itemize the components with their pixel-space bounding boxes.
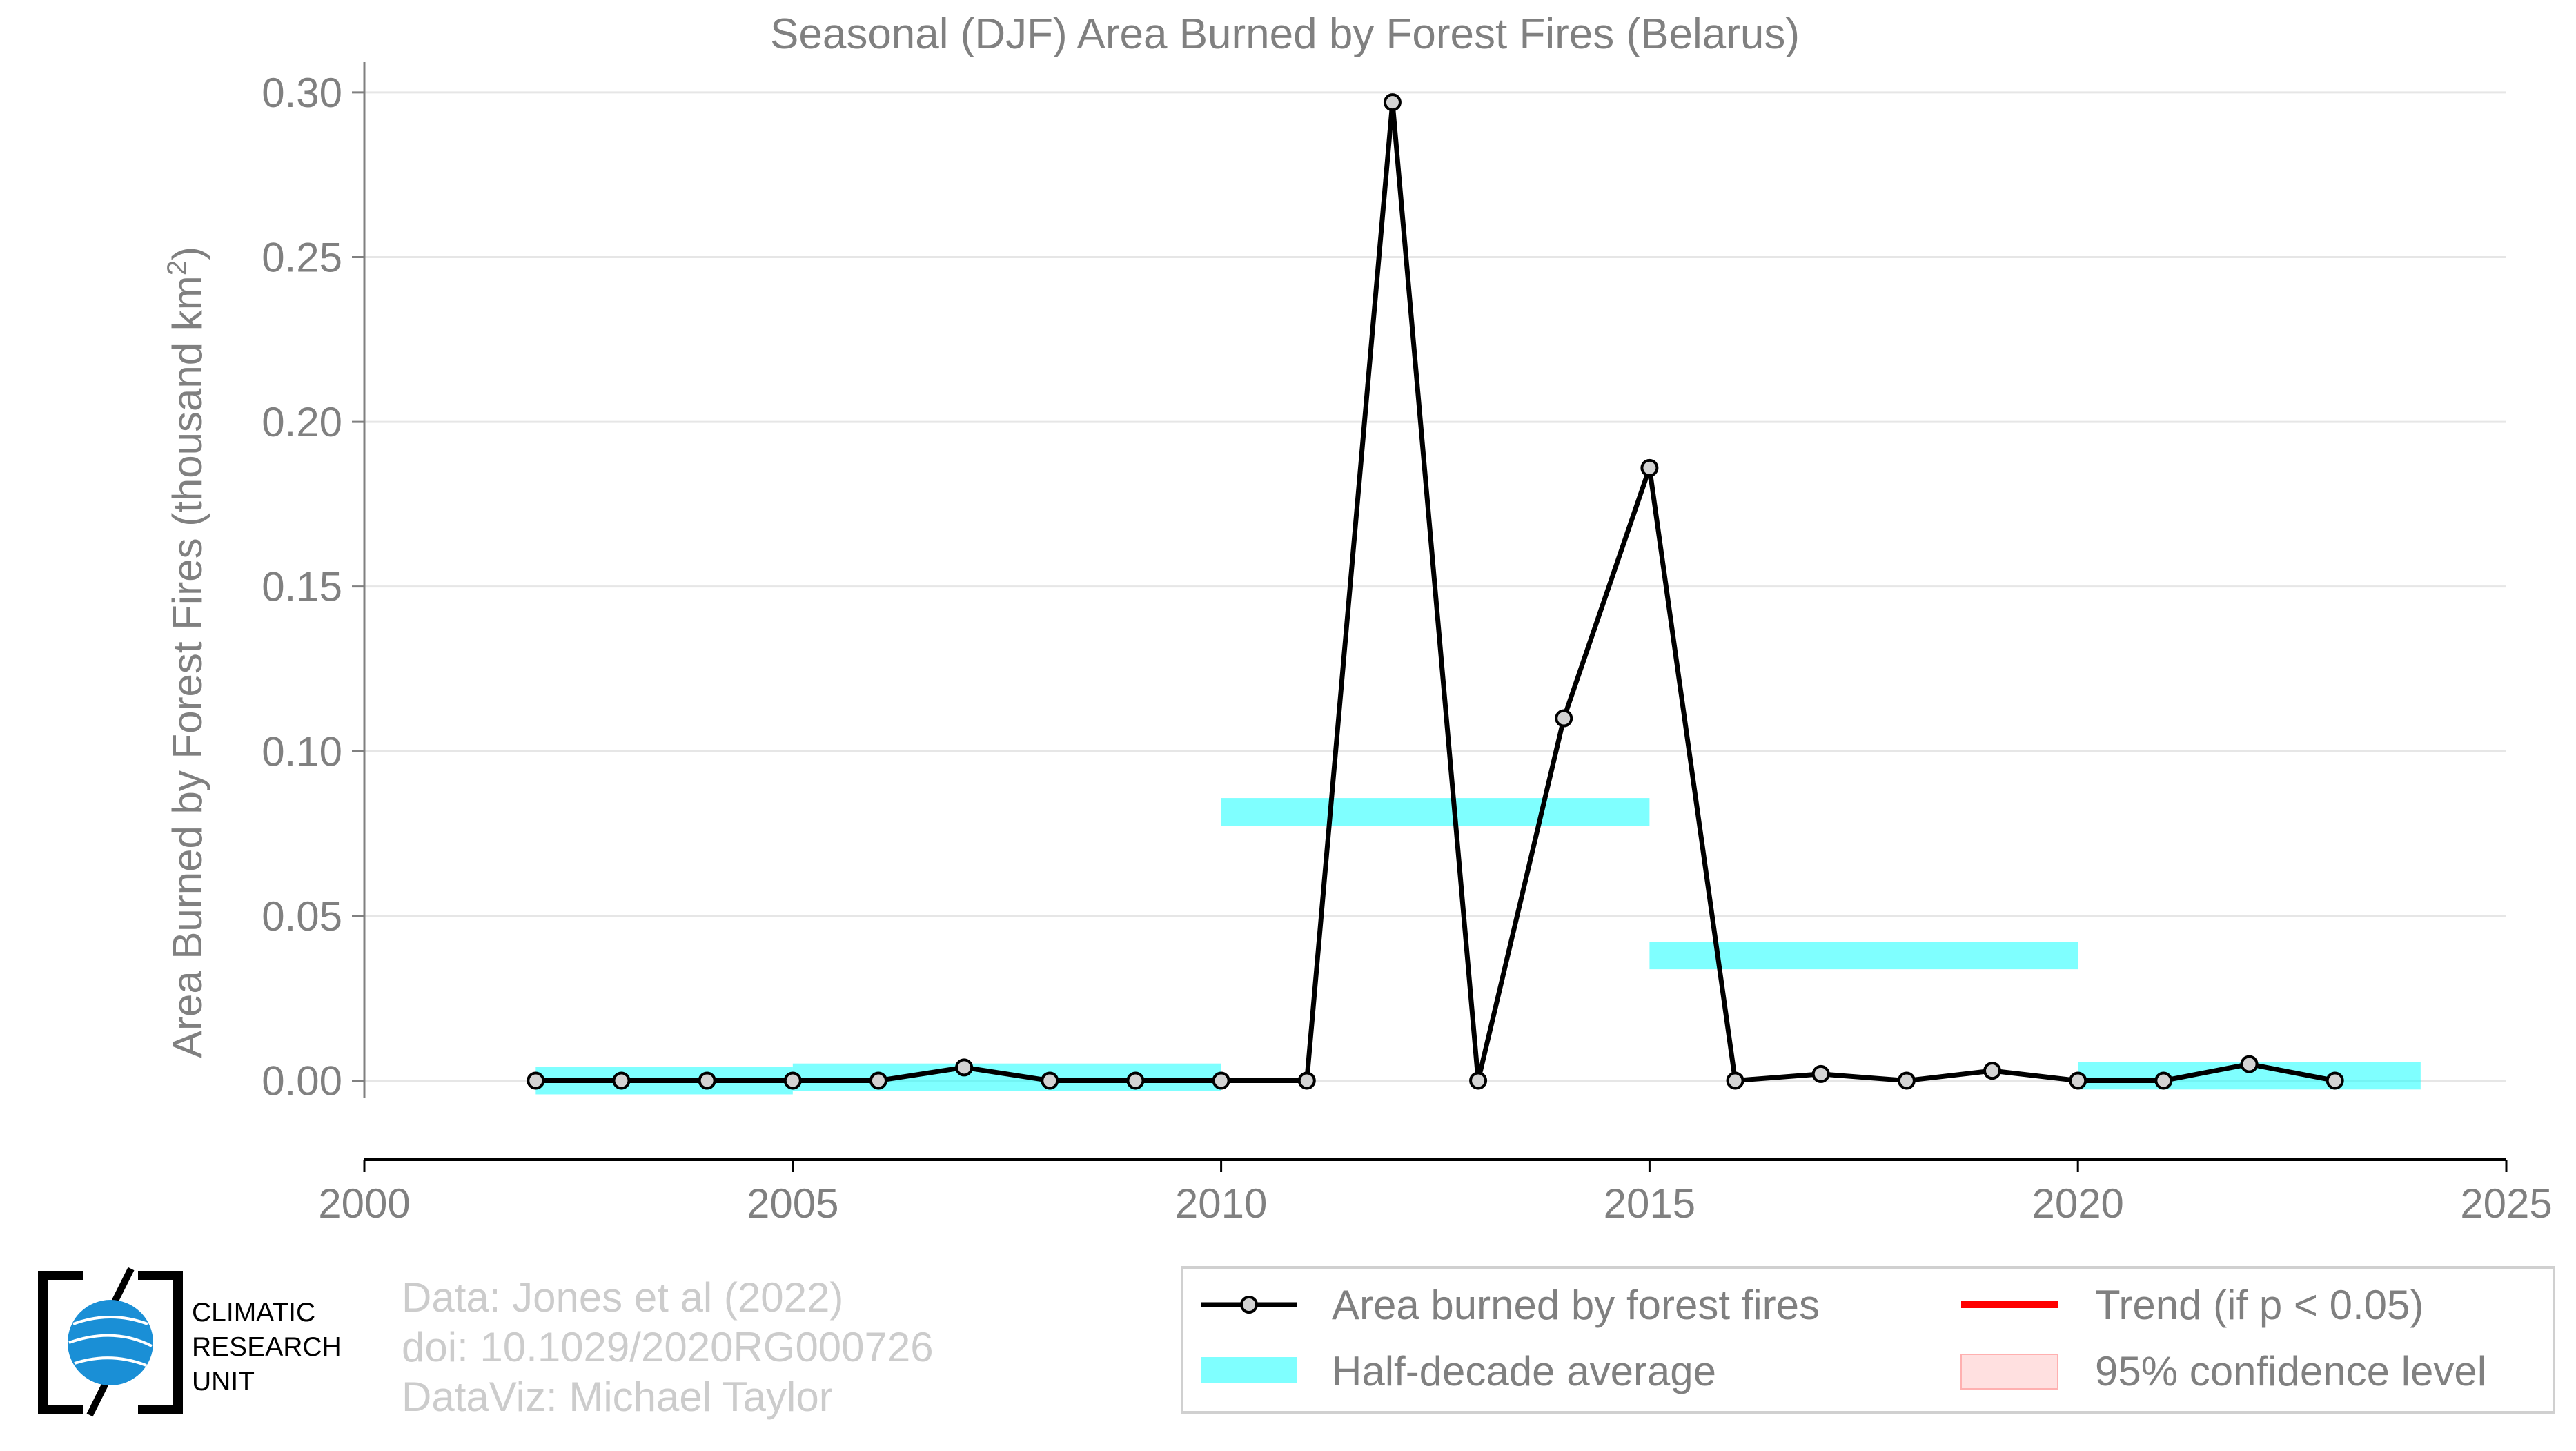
legend-swatch-confidence	[1960, 1354, 2058, 1390]
logo-bracket-left	[38, 1271, 83, 1414]
legend-box	[1181, 1266, 2555, 1414]
legend: Area burned by forest fires Trend (if p …	[1181, 1266, 2555, 1414]
globe-icon	[68, 1300, 153, 1385]
data-point	[1297, 1071, 1316, 1090]
y-tick-label: 0.25	[262, 234, 342, 280]
data-point	[1041, 1071, 1059, 1090]
data-point	[2326, 1071, 2344, 1090]
data-point	[1983, 1062, 2002, 1080]
logo-text-line-3: UNIT	[192, 1367, 255, 1396]
x-tick-label: 2005	[747, 1180, 838, 1227]
half-decade-band	[1649, 942, 2078, 970]
legend-label-series: Area burned by forest fires	[1332, 1282, 1820, 1328]
data-point	[2154, 1071, 2173, 1090]
logo-text-line-1: CLIMATIC	[192, 1298, 315, 1327]
data-point	[1640, 458, 1659, 477]
data-point	[1126, 1071, 1145, 1090]
half-decade-band	[1221, 798, 1650, 826]
cru-logo: CLIMATIC RESEARCH UNIT	[38, 1267, 342, 1417]
logo-text-line-2: RESEARCH	[192, 1332, 342, 1362]
legend-label-confidence: 95% confidence level	[2095, 1348, 2486, 1394]
credit-data-source: Data: Jones et al (2022)	[402, 1274, 843, 1321]
y-tick-label: 0.30	[262, 70, 342, 116]
x-axis: 2000 2005 2010 2015 2020 2025	[318, 1158, 2553, 1227]
half-decade-average-bands	[535, 798, 2421, 1095]
globe-swirl-1	[72, 1316, 148, 1325]
globe-swirl-2	[68, 1334, 153, 1347]
data-point	[1383, 93, 1402, 112]
data-point	[2240, 1055, 2259, 1073]
y-axis-ticks: 0.00 0.05 0.10 0.15 0.20 0.25 0.30	[262, 62, 366, 1104]
credit-dataviz: DataViz: Michael Taylor	[402, 1374, 833, 1420]
data-point	[527, 1071, 545, 1090]
series-line	[535, 99, 2336, 1083]
area-burned-series	[527, 93, 2344, 1090]
y-tick-label: 0.10	[262, 728, 342, 775]
data-point	[1469, 1071, 1488, 1090]
data-point	[1555, 709, 1573, 728]
x-tick-label: 2025	[2460, 1180, 2552, 1227]
x-tick-label: 2000	[318, 1180, 410, 1227]
y-tick-label: 0.00	[262, 1058, 342, 1104]
data-point	[955, 1058, 974, 1077]
x-tick-label: 2020	[2032, 1180, 2123, 1227]
credit-doi: doi: 10.1029/2020RG000726	[402, 1324, 934, 1370]
data-point	[1811, 1064, 1830, 1083]
x-tick-label: 2010	[1175, 1180, 1267, 1227]
data-point	[869, 1071, 887, 1090]
y-axis-label-end: )	[164, 246, 210, 260]
chart-title: Seasonal (DJF) Area Burned by Forest Fir…	[770, 10, 1800, 58]
y-axis-label: Area Burned by Forest Fires (thousand km…	[162, 246, 210, 1058]
y-axis-label-superscript: 2	[162, 260, 193, 275]
y-axis-label-text: Area Burned by Forest Fires (thousand km	[164, 275, 210, 1058]
data-point	[1726, 1071, 1744, 1090]
x-tick-label: 2015	[1604, 1180, 1695, 1227]
data-point	[612, 1071, 631, 1090]
data-point	[2069, 1071, 2087, 1090]
y-tick-label: 0.15	[262, 564, 342, 610]
legend-label-half-decade: Half-decade average	[1332, 1348, 1716, 1394]
data-point	[1897, 1071, 1916, 1090]
data-point	[698, 1071, 716, 1090]
data-credits: Data: Jones et al (2022) doi: 10.1029/20…	[402, 1274, 934, 1420]
data-point	[1212, 1071, 1230, 1090]
grid-lines	[364, 91, 2506, 1082]
legend-swatch-half-decade	[1201, 1357, 1297, 1383]
legend-label-trend: Trend (if p < 0.05)	[2095, 1282, 2423, 1328]
y-tick-label: 0.20	[262, 399, 342, 445]
y-tick-label: 0.05	[262, 893, 342, 939]
legend-swatch-marker	[1240, 1296, 1258, 1314]
logo-bracket-right	[138, 1271, 183, 1414]
half-decade-band	[792, 1063, 1221, 1091]
globe-swirl-3	[74, 1356, 147, 1367]
data-point	[783, 1071, 802, 1090]
